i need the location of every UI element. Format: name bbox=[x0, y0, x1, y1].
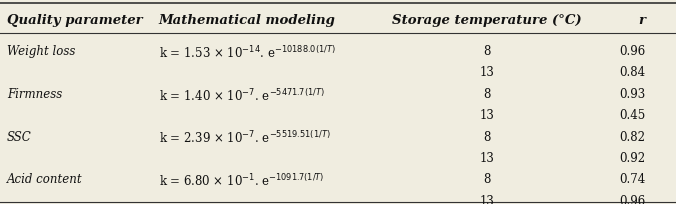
Text: k = 6.80 × 10$^{-1}$. e$^{-1091.7(1/T)}$: k = 6.80 × 10$^{-1}$. e$^{-1091.7(1/T)}$ bbox=[159, 173, 324, 189]
Text: Weight loss: Weight loss bbox=[7, 45, 75, 58]
Text: 0.84: 0.84 bbox=[619, 66, 646, 79]
Text: Acid content: Acid content bbox=[7, 173, 82, 186]
Text: 0.96: 0.96 bbox=[619, 45, 646, 58]
Text: 8: 8 bbox=[483, 45, 490, 58]
Text: Storage temperature (°C): Storage temperature (°C) bbox=[392, 14, 581, 27]
Text: 0.82: 0.82 bbox=[620, 131, 646, 144]
Text: 0.45: 0.45 bbox=[619, 109, 646, 122]
Text: Mathematical modeling: Mathematical modeling bbox=[159, 14, 336, 27]
Text: 13: 13 bbox=[479, 195, 494, 204]
Text: k = 1.53 × 10$^{-14}$. e$^{-10188.0(1/T)}$: k = 1.53 × 10$^{-14}$. e$^{-10188.0(1/T)… bbox=[159, 45, 336, 61]
Text: SSC: SSC bbox=[7, 131, 32, 144]
Text: 0.92: 0.92 bbox=[619, 152, 646, 165]
Text: k = 2.39 × 10$^{-7}$. e$^{-5519.51(1/T)}$: k = 2.39 × 10$^{-7}$. e$^{-5519.51(1/T)}… bbox=[159, 131, 331, 146]
Text: 13: 13 bbox=[479, 152, 494, 165]
Text: k = 1.40 × 10$^{-7}$. e$^{-5471.7(1/T)}$: k = 1.40 × 10$^{-7}$. e$^{-5471.7(1/T)}$ bbox=[159, 88, 324, 104]
Text: Firmness: Firmness bbox=[7, 88, 62, 101]
Text: 0.96: 0.96 bbox=[619, 195, 646, 204]
Text: 8: 8 bbox=[483, 131, 490, 144]
Text: Quality parameter: Quality parameter bbox=[7, 14, 143, 27]
Text: 13: 13 bbox=[479, 109, 494, 122]
Text: r: r bbox=[639, 14, 646, 27]
Text: 8: 8 bbox=[483, 173, 490, 186]
Text: 0.93: 0.93 bbox=[619, 88, 646, 101]
Text: 0.74: 0.74 bbox=[619, 173, 646, 186]
Text: 13: 13 bbox=[479, 66, 494, 79]
Text: 8: 8 bbox=[483, 88, 490, 101]
